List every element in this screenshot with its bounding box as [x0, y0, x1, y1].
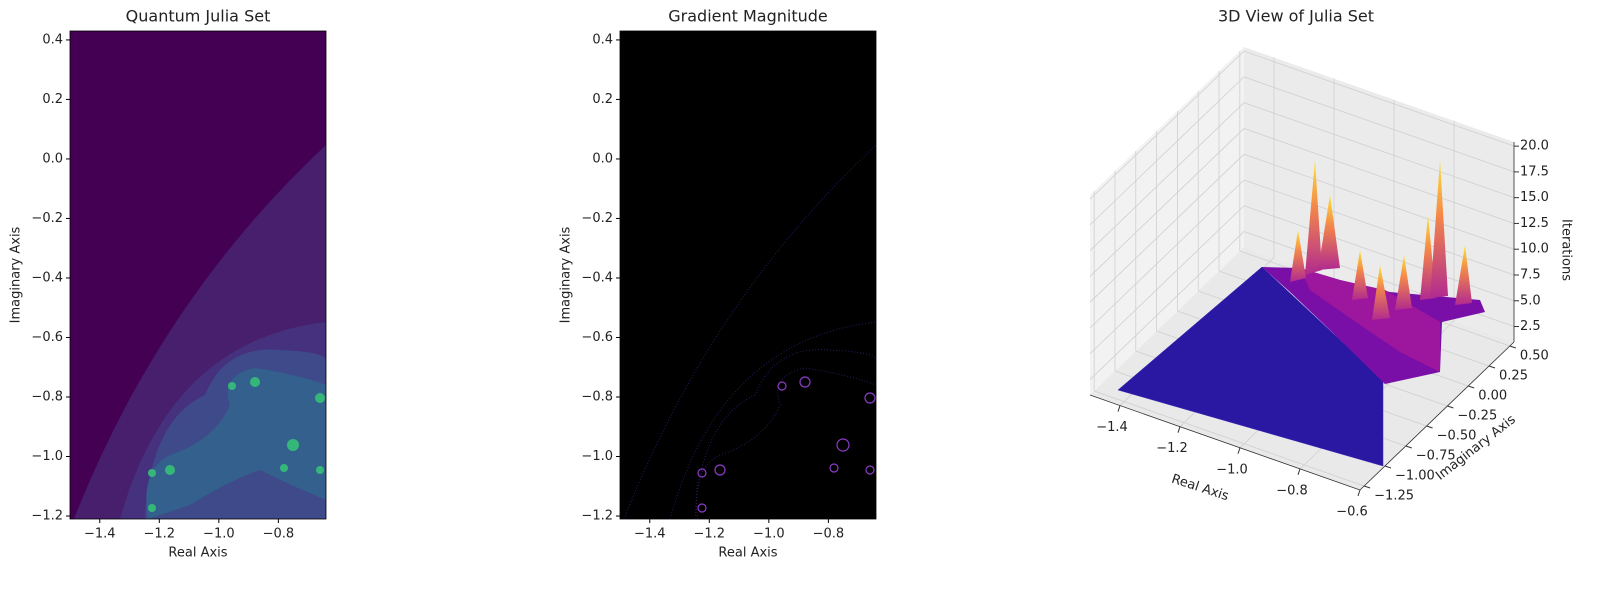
y-tick-label: −0.6 — [31, 330, 63, 345]
z-tick-label: 17.5 — [1520, 164, 1549, 179]
grid-line — [1243, 153, 1515, 250]
chart-title: Gradient Magnitude — [668, 7, 828, 26]
x-axis-label: Real Axis — [718, 546, 777, 561]
grid-line — [1089, 205, 1245, 355]
z-tick-label: 10.0 — [1520, 242, 1549, 257]
y-tick-label: −1.0 — [31, 449, 63, 464]
z-tick-label: 20.0 — [1520, 139, 1549, 154]
x-tick-label: −1.4 — [84, 527, 116, 542]
y-tick-label: −0.2 — [31, 211, 63, 226]
x-tick-label: −1.4 — [634, 527, 666, 542]
y-tick-label: −0.25 — [1457, 409, 1497, 424]
x-tick-label: −1.2 — [1156, 441, 1188, 456]
x-tick-label: −0.8 — [263, 527, 295, 542]
grid-line — [1089, 179, 1245, 329]
y-tick — [1468, 385, 1475, 389]
x-tick-label: −1.2 — [144, 527, 176, 542]
y-tick-label: −0.6 — [581, 330, 613, 345]
y-tick-label: 0.2 — [42, 92, 63, 107]
y-tick-label: −0.50 — [1437, 429, 1477, 444]
y-tick — [1447, 405, 1454, 409]
y-tick-label: 0.4 — [42, 32, 63, 47]
y-tick-label: 0.2 — [592, 92, 613, 107]
y-tick — [1488, 365, 1496, 369]
grid-line — [1094, 390, 1365, 487]
z-tick-label: 2.5 — [1520, 319, 1541, 334]
x-tick — [1177, 426, 1181, 433]
grid-line — [1243, 179, 1515, 276]
grid-line — [1089, 128, 1245, 277]
y-tick-label: 0.0 — [42, 151, 63, 166]
x-tick-label: −1.4 — [1096, 420, 1128, 435]
julia-image — [70, 31, 326, 519]
y-tick-label: −0.75 — [1416, 449, 1456, 464]
x-tick — [1237, 447, 1241, 454]
y-tick-label: −0.4 — [31, 270, 63, 285]
y-tick-label: −0.8 — [31, 390, 63, 405]
x-axis-label: Real Axis — [168, 546, 227, 561]
z-tick-label: 12.5 — [1520, 216, 1549, 231]
x-tick-label: −0.8 — [813, 527, 845, 542]
z-tick-label: 7.5 — [1520, 267, 1541, 282]
y-tick-label: 0.25 — [1499, 369, 1528, 384]
y-tick-label: −1.0 — [581, 449, 613, 464]
y-tick-label: −1.2 — [31, 509, 63, 524]
y-tick-label: −0.2 — [581, 211, 613, 226]
y-axis-label: Imaginary Axis — [559, 226, 574, 323]
grid-line — [1243, 102, 1515, 199]
grid-line — [1243, 128, 1515, 224]
x-tick — [1357, 489, 1361, 497]
axis-line — [1089, 394, 1361, 491]
y-tick — [1364, 485, 1371, 489]
chart-title: Quantum Julia Set — [126, 7, 271, 26]
z-axis-label: Iterations — [1559, 219, 1574, 281]
y-tick-label: −1.2 — [581, 509, 613, 524]
y-axis-label: Imaginary Axis — [9, 226, 24, 323]
grid-line — [1089, 153, 1245, 303]
grid-line — [1089, 50, 1245, 200]
x-tick — [1297, 468, 1301, 476]
plot-frame — [69, 30, 327, 520]
y-tick-label: −1.00 — [1395, 469, 1435, 484]
x-tick — [1117, 405, 1121, 412]
y-tick-label: 0.00 — [1478, 389, 1507, 404]
grid-line — [1089, 102, 1245, 251]
grid-line — [1243, 50, 1515, 147]
chart-title: 3D View of Julia Set — [1218, 7, 1374, 26]
grid-line — [1243, 76, 1515, 173]
left-pane — [1090, 47, 1244, 395]
y-tick — [1405, 445, 1412, 449]
y-tick-label: 0.0 — [592, 151, 613, 166]
x-tick-label: −1.2 — [694, 527, 726, 542]
grid-line — [1089, 76, 1245, 226]
y-tick — [1384, 465, 1392, 469]
x-tick-label: −1.0 — [753, 527, 785, 542]
y-tick-label: 0.50 — [1520, 349, 1549, 364]
y-tick — [1509, 345, 1516, 349]
y-tick-label: −1.25 — [1374, 489, 1414, 504]
y-tick-label: −0.4 — [581, 270, 613, 285]
gradient-image — [620, 31, 876, 519]
x-tick-label: −1.0 — [1216, 462, 1248, 477]
x-tick-label: −1.0 — [203, 527, 235, 542]
x-tick-label: −0.6 — [1336, 505, 1368, 520]
y-tick-label: 0.4 — [592, 32, 613, 47]
plot-frame — [619, 30, 877, 520]
x-tick-label: −0.8 — [1276, 483, 1308, 498]
z-tick-label: 5.0 — [1520, 293, 1541, 308]
y-tick-label: −0.8 — [581, 390, 613, 405]
z-tick-label: 15.0 — [1520, 190, 1549, 205]
y-tick — [1426, 425, 1433, 429]
grid-line — [1089, 231, 1245, 380]
surface — [1117, 160, 1485, 467]
axis-line — [1359, 341, 1515, 491]
